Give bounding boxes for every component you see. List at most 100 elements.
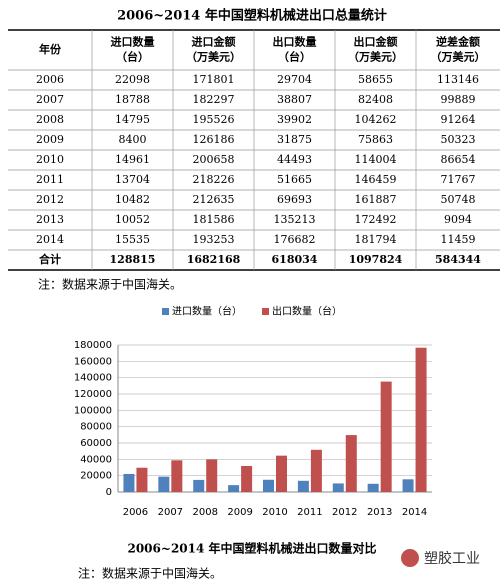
x-tick-label: 2008: [192, 507, 217, 518]
table-cell: 13704: [115, 173, 150, 186]
table-cell: 10052: [115, 213, 150, 226]
bar: [263, 479, 274, 492]
table-cell: 2011: [36, 173, 64, 186]
table-cell: 2009: [36, 133, 64, 146]
bar: [276, 455, 287, 492]
table-cell: 71767: [441, 173, 476, 186]
header-cell: （万美元）: [186, 50, 241, 64]
header-cell: （台）: [116, 50, 149, 64]
table-title: 2006~2014 年中国塑料机械进出口总量统计: [117, 8, 387, 24]
header-cell: 进口金额: [192, 35, 236, 49]
table-cell: 51665: [277, 173, 312, 186]
header-cell: （台）: [278, 50, 311, 64]
table-note: 注：数据来源于中国海关。: [38, 277, 182, 292]
table-cell: 82408: [358, 93, 393, 106]
legend-swatch: [262, 308, 269, 315]
total-cell: 合计: [39, 252, 61, 266]
table-cell: 99889: [441, 93, 476, 106]
y-tick-label: 0: [106, 487, 112, 498]
table-cell: 181794: [355, 233, 397, 246]
table-cell: 195526: [193, 113, 235, 126]
header-cell: （万美元）: [431, 50, 486, 64]
table-cell: 181586: [193, 213, 235, 226]
bar: [206, 459, 218, 492]
table-cell: 126186: [193, 133, 235, 146]
table-cell: 86654: [441, 153, 476, 166]
total-cell: 128815: [110, 253, 156, 266]
y-tick-label: 60000: [80, 438, 112, 449]
header-cell: 年份: [39, 42, 62, 56]
table-cell: 2012: [36, 193, 64, 206]
total-cell: 618034: [272, 253, 318, 266]
table-cell: 135213: [274, 213, 316, 226]
bar: [367, 483, 379, 492]
table-cell: 39902: [277, 113, 312, 126]
header-cell: 出口数量: [273, 35, 317, 49]
y-tick-label: 180000: [74, 340, 112, 351]
table-cell: 176682: [274, 233, 316, 246]
table-cell: 200658: [193, 153, 235, 166]
table-cell: 58655: [358, 73, 393, 86]
table-cell: 14961: [115, 153, 150, 166]
watermark-icon: [401, 549, 419, 567]
bar: [415, 347, 427, 492]
table-cell: 44493: [277, 153, 312, 166]
table-cell: 18788: [115, 93, 150, 106]
table-cell: 218226: [193, 173, 235, 186]
y-tick-label: 40000: [80, 454, 112, 465]
header-cell: （万美元）: [348, 50, 403, 64]
table-cell: 15535: [115, 233, 150, 246]
bar: [171, 460, 183, 492]
x-tick-label: 2007: [158, 507, 183, 518]
table-cell: 2006: [36, 73, 64, 86]
table-cell: 2007: [36, 93, 64, 106]
total-cell: 584344: [435, 253, 481, 266]
bar: [241, 465, 253, 492]
table-cell: 161887: [355, 193, 397, 206]
table-cell: 104262: [355, 113, 397, 126]
y-tick-label: 20000: [80, 471, 112, 482]
table-cell: 2014: [36, 233, 64, 246]
table-cell: 212635: [193, 193, 235, 206]
watermark: 塑胶工业: [424, 550, 480, 567]
total-cell: 1097824: [349, 253, 403, 266]
table-cell: 14795: [115, 113, 150, 126]
table-cell: 2008: [36, 113, 64, 126]
table-cell: 8400: [119, 133, 147, 146]
table-cell: 22098: [115, 73, 150, 86]
table-cell: 113146: [437, 73, 479, 86]
y-tick-label: 80000: [80, 422, 112, 433]
header-cell: 逆差金额: [436, 35, 480, 49]
y-tick-label: 160000: [74, 356, 112, 367]
table-cell: 114004: [355, 153, 397, 166]
header-cell: 出口金额: [354, 35, 398, 49]
x-tick-label: 2013: [367, 507, 392, 518]
bar: [136, 467, 148, 492]
bar: [297, 480, 309, 492]
bar: [310, 449, 322, 492]
x-tick-label: 2012: [332, 507, 357, 518]
table-cell: 193253: [193, 233, 235, 246]
bar: [345, 435, 357, 492]
table-cell: 2013: [36, 213, 64, 226]
table-cell: 11459: [441, 233, 476, 246]
table-cell: 9094: [444, 213, 472, 226]
y-tick-label: 120000: [74, 389, 112, 400]
legend-label: 出口数量（台）: [272, 305, 342, 318]
table-cell: 50748: [441, 193, 476, 206]
table-cell: 182297: [193, 93, 235, 106]
table-cell: 38807: [277, 93, 312, 106]
bar: [158, 476, 170, 492]
table-cell: 29704: [277, 73, 312, 86]
bar: [380, 381, 392, 492]
x-tick-label: 2010: [262, 507, 287, 518]
legend-label: 进口数量（台）: [172, 305, 242, 318]
legend-swatch: [162, 308, 169, 315]
x-tick-label: 2014: [402, 507, 427, 518]
table-cell: 69693: [277, 193, 312, 206]
x-tick-label: 2009: [227, 507, 252, 518]
total-cell: 1682168: [187, 253, 241, 266]
table-cell: 50323: [441, 133, 476, 146]
